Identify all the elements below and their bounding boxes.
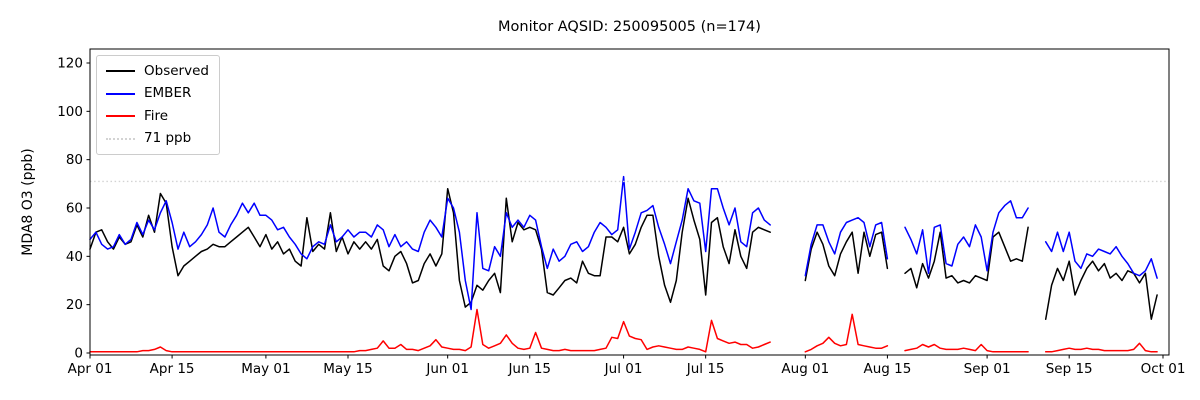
ember-line	[89, 175, 1158, 311]
legend-label-fire: Fire	[144, 107, 169, 124]
plot-border	[89, 48, 1170, 356]
legend-row-fire: Fire	[106, 108, 209, 125]
y-tick-label: 0	[74, 346, 83, 362]
ember-line-sample	[106, 92, 135, 95]
x-tick-label: May 01	[241, 361, 290, 377]
x-tick-label: Aug 15	[863, 361, 911, 377]
observed-line	[89, 187, 1158, 320]
fire-line	[89, 308, 1158, 353]
y-tick-label: 20	[66, 297, 83, 313]
x-tick-label: Apr 15	[150, 361, 195, 377]
legend: Observed EMBER Fire 71 ppb	[96, 55, 220, 155]
legend-label-observed: Observed	[144, 63, 209, 79]
x-tick-label: Apr 01	[68, 361, 113, 377]
x-tick-label: Jun 15	[507, 361, 551, 377]
legend-row-threshold: 71 ppb	[106, 130, 209, 147]
x-tick-label: Jun 01	[425, 361, 469, 377]
x-tick-label: May 15	[323, 361, 372, 377]
y-tick-label: 120	[57, 56, 83, 72]
y-tick-label: 60	[66, 201, 83, 217]
x-tick-label: Oct 01	[1141, 361, 1186, 377]
observed-line-sample	[106, 70, 135, 73]
legend-label-threshold: 71 ppb	[144, 130, 192, 147]
y-tick-label: 40	[66, 249, 83, 265]
x-tick-label: Jul 01	[604, 361, 643, 377]
legend-label-ember: EMBER	[144, 85, 192, 102]
y-tick-label: 100	[57, 104, 83, 120]
legend-row-ember: EMBER	[106, 85, 209, 102]
chart-title: Monitor AQSID: 250095005 (n=174)	[498, 19, 761, 35]
x-tick-label: Aug 01	[781, 361, 829, 377]
x-tick-label: Sep 15	[1046, 361, 1093, 377]
y-tick-label: 80	[66, 152, 83, 168]
fire-line-sample	[106, 115, 135, 118]
threshold-line-sample	[106, 137, 135, 140]
x-tick-label: Sep 01	[964, 361, 1011, 377]
x-tick-label: Jul 15	[686, 361, 725, 377]
y-axis-label: MDA8 O3 (ppb)	[20, 148, 36, 256]
legend-row-observed: Observed	[106, 63, 209, 80]
